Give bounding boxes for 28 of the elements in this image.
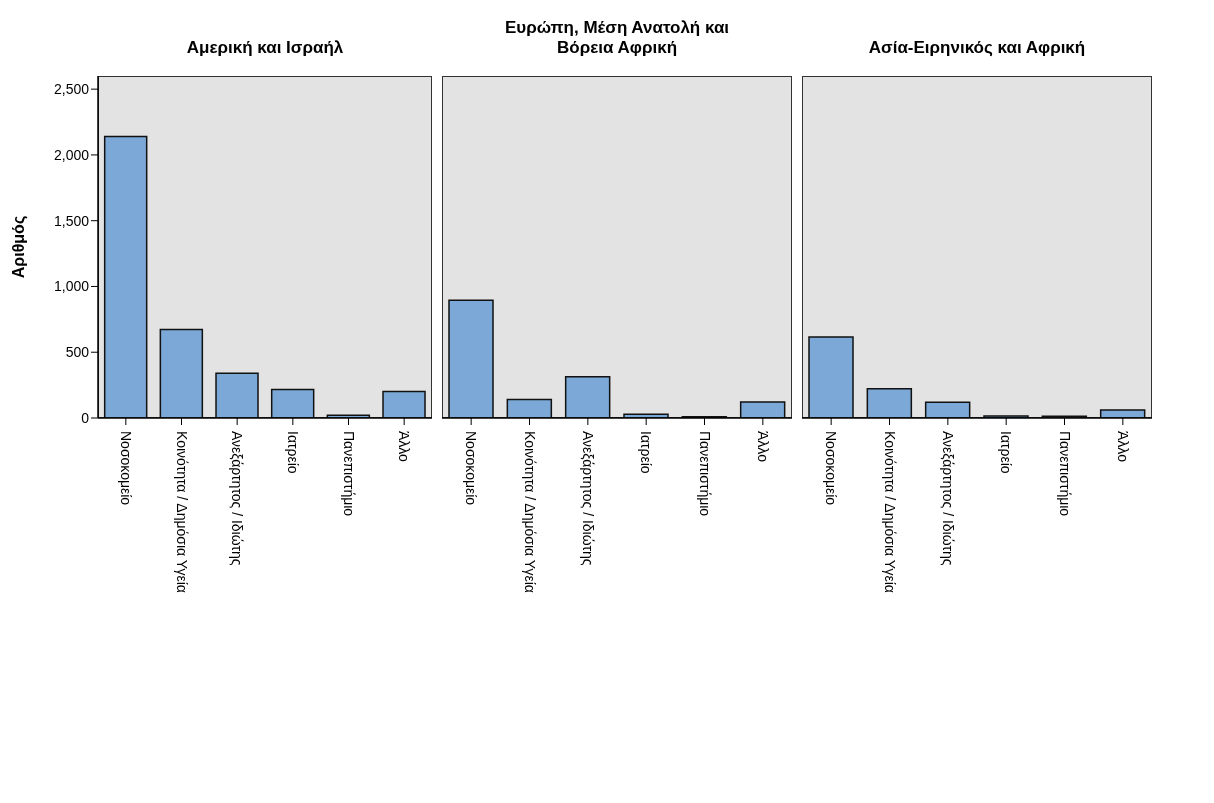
x-tick-label: Κοινότητα / Δημόσια Υγεία xyxy=(881,431,898,593)
chart-title: Ασία-Ειρηνικός και Αφρική xyxy=(868,38,1086,58)
x-tick-label: Νοσοκομείο xyxy=(117,431,134,506)
x-tick-label: Άλλο xyxy=(754,431,771,463)
y-tick-label: 2,500 xyxy=(53,81,90,98)
x-tick-label: Πανεπιστήμιο xyxy=(1056,431,1073,517)
x-tick-label: Πανεπιστήμιο xyxy=(340,431,357,517)
y-tick-label: 1,500 xyxy=(53,212,90,229)
x-tick-label: Ιατρείο xyxy=(998,431,1015,474)
x-tick-label: Πανεπιστήμιο xyxy=(696,431,713,517)
chart-title: Ευρώπη, Μέση Ανατολή και Βόρεια Αφρική xyxy=(503,18,731,58)
y-tick-label: 500 xyxy=(65,344,90,361)
x-tick-label: Ανεξάρτητος / Ιδιώτης xyxy=(229,431,246,566)
y-tick-label: 0 xyxy=(81,410,90,426)
x-tick-label: Ανεξάρτητος / Ιδιώτης xyxy=(579,431,596,566)
y-tick-label: 2,000 xyxy=(53,146,90,163)
x-tick-label: Ιατρείο xyxy=(638,431,655,474)
x-tick-label: Κοινότητα / Δημόσια Υγεία xyxy=(521,431,538,593)
x-tick-label: Ιατρείο xyxy=(284,431,301,474)
x-tick-label: Άλλο xyxy=(396,431,413,463)
x-tick-label: Κοινότητα / Δημόσια Υγεία xyxy=(173,431,190,593)
x-tick-label: Νοσοκομείο xyxy=(823,431,840,506)
x-tick-label: Άλλο xyxy=(1114,431,1131,463)
y-axis-title: Αριθμός xyxy=(9,215,28,279)
y-tick-label: 1,000 xyxy=(53,278,90,295)
chart-title: Αμερική και Ισραήλ xyxy=(186,38,344,58)
x-tick-label: Ανεξάρτητος / Ιδιώτης xyxy=(939,431,956,566)
x-tick-label: Νοσοκομείο xyxy=(463,431,480,506)
